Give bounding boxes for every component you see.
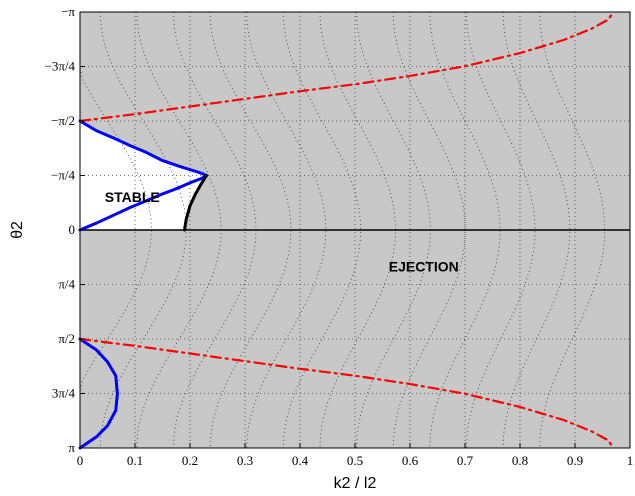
- y-tick-label: −π: [61, 4, 75, 19]
- x-axis-label: k2 / l2: [334, 475, 377, 492]
- x-tick-label: 0.6: [402, 453, 419, 468]
- x-tick-label: 0.7: [457, 453, 474, 468]
- x-tick-label: 0.8: [512, 453, 528, 468]
- x-tick-label: 0.1: [127, 453, 143, 468]
- stable-region: [80, 120, 207, 230]
- y-tick-label: π/4: [58, 277, 75, 292]
- x-tick-label: 1: [627, 453, 634, 468]
- x-tick-label: 0.3: [237, 453, 253, 468]
- contour-line-6: [282, 11, 362, 449]
- x-tick-label: 0.4: [292, 453, 309, 468]
- contour-line-13: [539, 11, 606, 449]
- series-line-2: [78, 337, 119, 450]
- series-line-4: [78, 337, 615, 450]
- y-tick-label: π: [68, 440, 75, 455]
- y-tick-label: 0: [69, 222, 76, 237]
- y-tick-label: 3π/4: [52, 385, 76, 400]
- y-axis-label: θ2: [9, 221, 26, 239]
- region-label-stable: STABLE: [105, 189, 160, 205]
- x-tick-label: 0.5: [347, 453, 363, 468]
- contour-line-1: [99, 11, 187, 449]
- x-tick-label: 0.2: [182, 453, 198, 468]
- y-tick-label: −π/2: [51, 113, 75, 128]
- series-line-1: [183, 174, 208, 232]
- y-tick-label: π/2: [58, 331, 75, 346]
- x-tick-label: 0.9: [567, 453, 583, 468]
- series-line-3: [78, 10, 615, 123]
- region-label-ejection: EJECTION: [389, 259, 459, 275]
- x-tick-label: 0: [77, 453, 84, 468]
- y-tick-label: −3π/4: [44, 59, 75, 74]
- contour-line-4: [209, 11, 292, 449]
- contour-line-5: [246, 11, 327, 449]
- y-tick-label: −π/4: [51, 167, 76, 182]
